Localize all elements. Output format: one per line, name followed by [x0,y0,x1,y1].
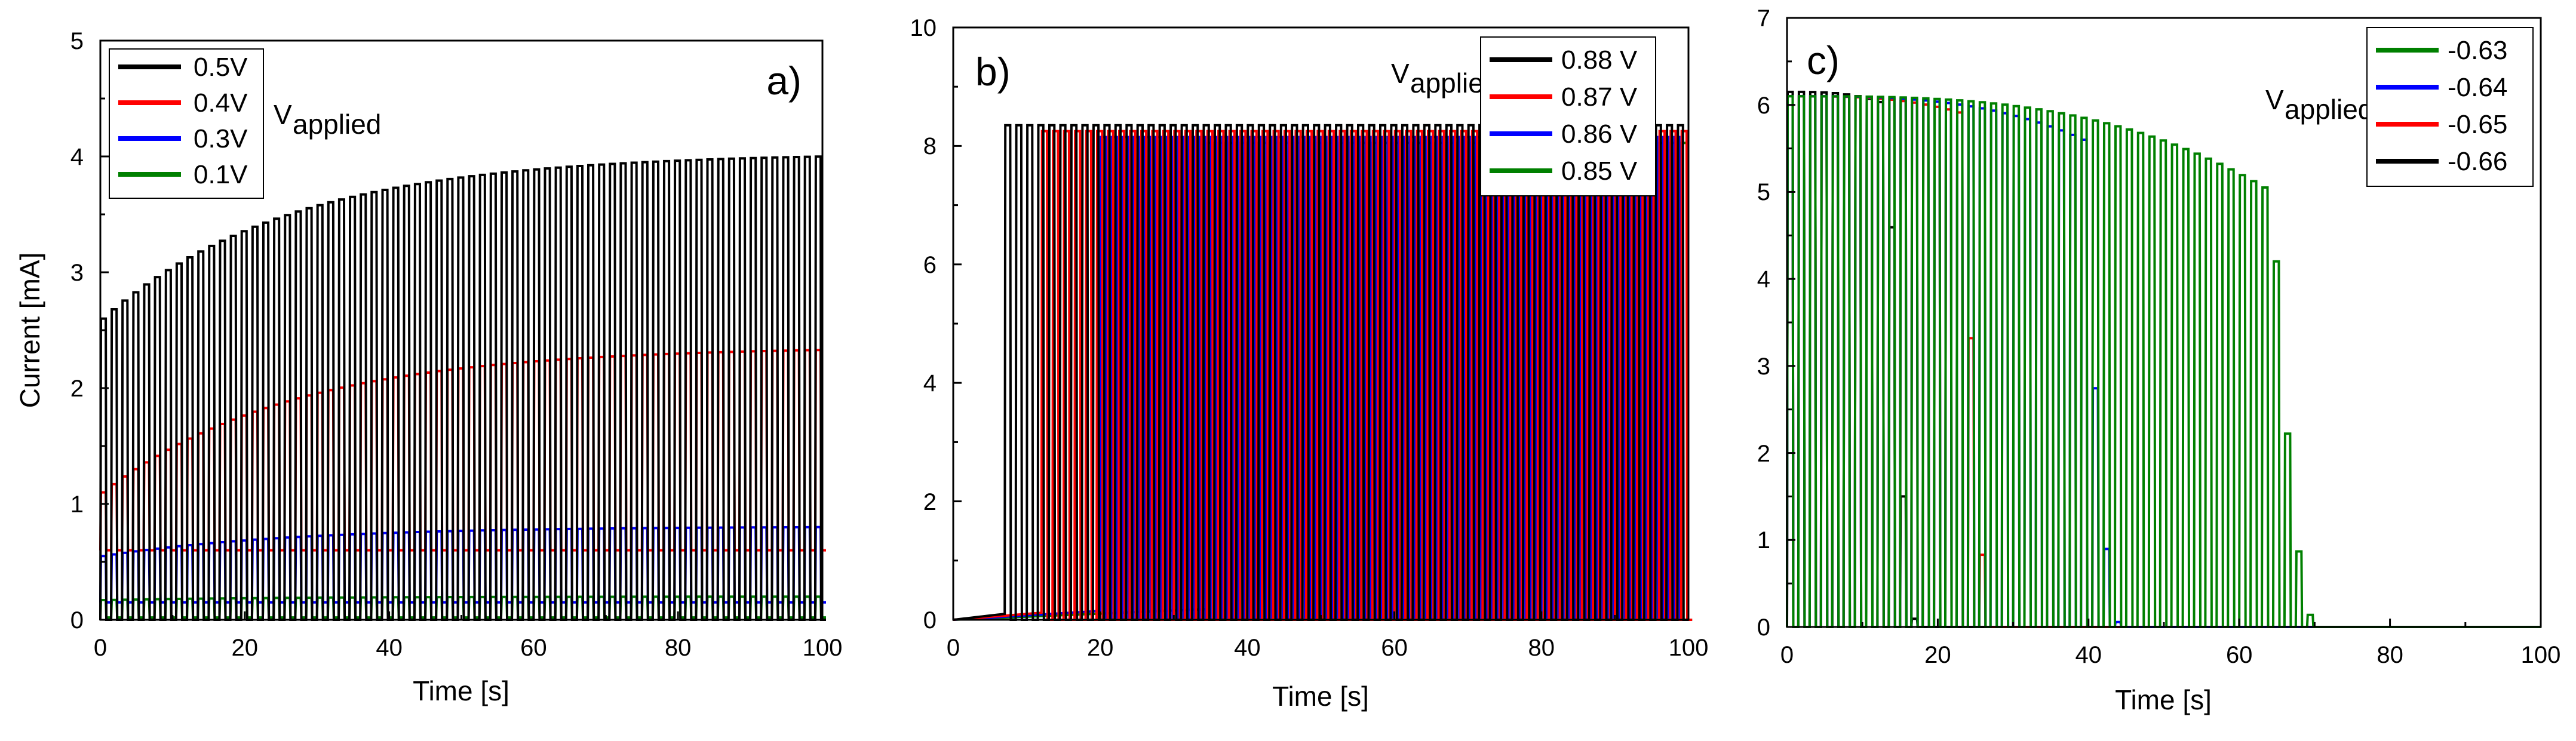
panel-a-y-tick-labels: 0 1 2 3 4 5 [70,28,84,634]
panel-a-label: a) [766,59,802,103]
panel-b-series-087v-line [953,130,1693,621]
panel-c-y-tick-label: 3 [1757,353,1770,380]
panel-b-x-tick-label: 100 [1669,635,1709,661]
panel-c-legend-label: -0.63 [2448,36,2507,65]
panel-a-vapplied-annotation: V applied [274,99,381,140]
panel-b-legend-label: 0.88 V [1561,45,1638,75]
panel-b-legend: 0.88 V 0.87 V 0.86 V 0.85 V [1480,36,1656,196]
panel-b-x-tick-label: 80 [1528,635,1555,661]
panel-a-legend-label: 0.3V [194,124,248,153]
panel-c-y-tick-label: 7 [1757,5,1770,32]
panel-b-y-tick-label: 8 [923,133,937,159]
panel-b-ticks [952,26,1690,621]
panel-a-y-tick-label: 5 [70,28,84,54]
panel-a-x-tick-label: 0 [94,635,107,661]
panel-b-vapplied-main: V [1391,58,1410,89]
panel-a-y-tick-label: 0 [70,607,84,634]
panel-c-vapplied-annotation: V applied [2265,84,2373,125]
panel-c-x-tick-labels: 0 20 40 60 80 100 [1780,642,2561,668]
panel-a-vapplied-sub: applied [293,109,381,140]
panel-c-y-tick-label: 5 [1757,179,1770,205]
panel-c-y-tick-label: 6 [1757,93,1770,119]
panel-c-label: c) [1807,38,1840,82]
panel-a-vapplied-main: V [274,99,292,130]
panel-c: 0 20 40 60 80 100 0 1 2 3 4 5 6 7 Time [… [1757,5,2561,715]
panel-b-label: b) [975,50,1011,94]
panel-a-y-tick-label: 3 [70,260,84,286]
panel-c-y-tick-labels: 0 1 2 3 4 5 6 7 [1757,5,1770,641]
panel-b-x-tick-labels: 0 20 40 60 80 100 [947,635,1709,661]
panel-a-y-axis-label: Current [mA] [14,253,45,408]
panel-b-y-tick-label: 2 [923,489,937,515]
panel-c-x-axis-label: Time [s] [2115,684,2212,715]
panel-c-vapplied-main: V [2265,84,2284,115]
panel-a-legend: 0.5V 0.4V 0.3V 0.1V [109,48,264,199]
panel-a-legend-label: 0.4V [194,88,248,118]
panel-c-y-tick-label: 2 [1757,441,1770,467]
panel-b-traces [953,124,1693,621]
panel-a-y-tick-label: 2 [70,376,84,402]
panel-c-x-tick-label: 100 [2521,642,2561,668]
panel-b-y-tick-label: 6 [923,252,937,278]
panel-c-x-tick-label: 0 [1780,642,1794,668]
panel-a-x-tick-label: 20 [232,635,259,661]
panel-b-legend-label: 0.87 V [1561,82,1638,112]
panel-b-y-tick-label: 10 [910,15,937,41]
panel-a-legend-label: 0.1V [194,160,248,189]
panel-b-y-tick-labels: 0 2 4 6 8 10 [910,15,937,634]
panel-c-legend-label: -0.65 [2448,110,2507,139]
panel-a: 0 20 40 60 80 100 0 1 2 3 4 5 Time [s] C… [14,28,842,706]
panel-a-ticks [99,39,824,621]
panel-b-legend-label: 0.86 V [1561,119,1638,149]
panel-a-x-tick-label: 100 [803,635,843,661]
panel-c-x-tick-label: 60 [2226,642,2253,668]
panel-c-legend: -0.63 -0.64 -0.65 -0.66 [2366,27,2534,187]
panel-c-x-tick-label: 40 [2075,642,2102,668]
panel-a-y-tick-label: 1 [70,491,84,518]
panel-a-x-tick-label: 60 [520,635,547,661]
panel-b-series-088v-line [953,124,1688,621]
panel-b-x-tick-label: 0 [947,635,960,661]
panel-b-y-tick-label: 4 [923,370,937,396]
panel-b-x-tick-label: 40 [1234,635,1261,661]
panel-c-x-tick-label: 20 [1924,642,1951,668]
panel-b: 0 20 40 60 80 100 0 2 4 6 8 10 Time [s] … [910,15,1709,712]
panel-a-x-tick-label: 40 [376,635,403,661]
panel-a-x-axis-label: Time [s] [413,675,509,706]
panel-a-series-05v-line [99,155,826,621]
panel-c-ticks [1786,17,2542,628]
panel-a-y-tick-label: 4 [70,144,84,170]
panel-c-vapplied-sub: applied [2285,94,2373,125]
panel-a-legend-label: 0.5V [194,53,248,82]
panel-c-x-tick-label: 80 [2377,642,2403,668]
panel-a-x-tick-label: 80 [665,635,692,661]
panel-c-y-tick-label: 0 [1757,614,1770,641]
panel-a-x-tick-labels: 0 20 40 60 80 100 [94,635,843,661]
panel-b-y-tick-label: 0 [923,607,937,634]
panel-c-legend-label: -0.66 [2448,147,2507,176]
panel-c-y-tick-label: 1 [1757,527,1770,554]
panel-b-legend-label: 0.85 V [1561,156,1638,186]
panel-a-traces [99,155,826,621]
panel-c-legend-label: -0.64 [2448,73,2507,102]
panel-c-y-tick-label: 4 [1757,266,1770,293]
panel-b-x-tick-label: 60 [1381,635,1408,661]
panel-b-x-tick-label: 20 [1087,635,1114,661]
panel-b-x-axis-label: Time [s] [1272,681,1369,712]
